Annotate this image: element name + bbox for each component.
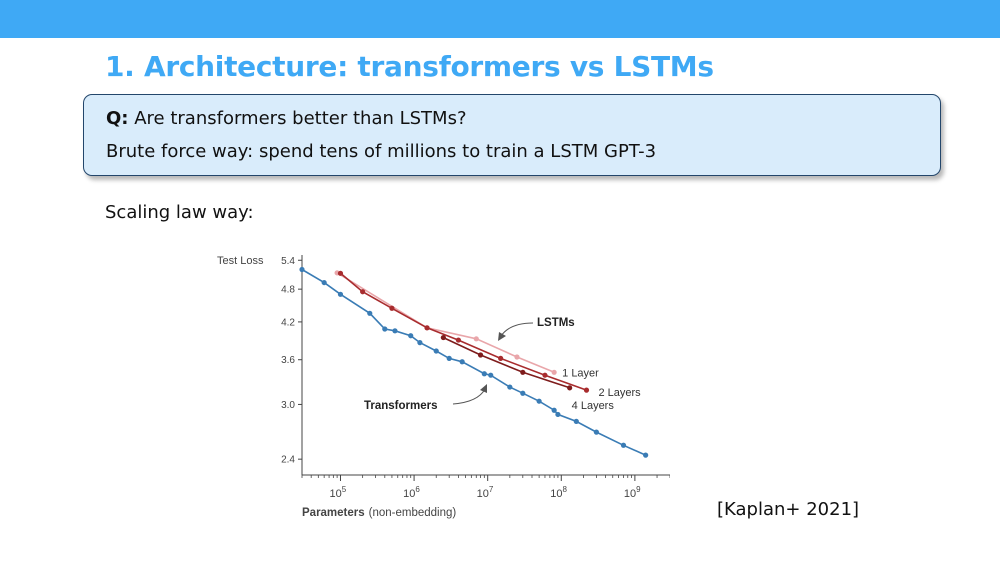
data-point-1-layer [514,354,520,360]
data-point-1-layer [551,369,557,375]
data-point-transformers [551,407,557,413]
data-point-transformers [417,340,423,346]
x-tick-base: 10 [624,488,636,500]
series-label-2-layers: 2 Layers [598,387,641,399]
y-tick-label: 3.0 [281,400,295,411]
question-line: Q: Are transformers better than LSTMs? [106,108,467,129]
data-point-2-layers [542,372,548,378]
data-point-transformers [593,429,599,435]
data-point-transformers [507,384,513,390]
x-tick-label: 108 [550,485,567,500]
x-tick-exponent: 8 [563,485,568,494]
data-point-transformers [367,310,373,316]
brute-force-line: Brute force way: spend tens of millions … [106,141,657,162]
data-point-transformers [536,398,542,404]
data-point-4-layers [567,385,573,391]
data-point-transformers [573,418,579,424]
transformers-annotation: Transformers [364,400,438,412]
data-point-4-layers [477,352,484,358]
data-point-2-layers [424,325,430,331]
x-tick-exponent: 7 [489,485,494,494]
data-point-transformers [321,279,327,286]
series-line-transformers [301,268,646,456]
data-point-2-layers [337,270,344,276]
data-point-transformers [620,442,627,448]
y-tick-label: 4.2 [281,317,295,328]
data-point-transformers [488,372,494,378]
x-axis-title-note: (non-embedding) [369,507,457,519]
y-tick-label: 5.4 [281,256,295,267]
x-tick-exponent: 6 [415,485,420,494]
x-tick-label: 106 [403,485,420,500]
scaling-law-chart: Test Loss Parameters (non-embedding) 5.4 4… [217,255,670,519]
x-tick-label: 107 [477,485,494,500]
y-tick-label: 3.6 [281,355,295,366]
x-tick-label: 109 [624,485,641,500]
question-label: Q: [106,108,129,129]
scaling-law-label: Scaling law way: [105,202,254,223]
transformers-annotation-arrow [452,388,486,405]
data-point-2-layers [389,305,395,311]
data-point-transformers [433,348,439,354]
data-point-2-layers [360,289,366,295]
data-point-transformers [555,411,561,418]
question-box: Q: Are transformers better than LSTMs? B… [83,94,941,176]
data-point-transformers [643,452,649,458]
data-point-transformers [299,266,305,273]
series-line-2-layers [339,272,587,391]
x-tick-base: 10 [550,488,562,500]
top-accent-bar [0,0,1000,38]
data-point-2-layers [455,337,461,343]
data-point-4-layers [440,334,446,341]
x-tick-base: 10 [477,488,489,500]
y-tick-label: 2.4 [281,455,295,466]
data-point-transformers [408,333,414,339]
series-label-1-layer: 1 Layer [562,367,599,379]
x-axis-title: Parameters (non-embedding) [302,507,456,519]
x-tick-base: 10 [403,488,415,500]
lstm-annotation: LSTMs [537,317,575,329]
lstm-annotation-arrow [500,322,534,337]
citation: [Kaplan+ 2021] [717,499,860,520]
y-tick-label: 4.8 [281,285,295,296]
data-point-transformers [459,359,465,365]
data-point-4-layers [520,369,526,375]
data-point-2-layers [583,387,590,393]
data-point-transformers [520,390,526,396]
y-axis-title: Test Loss [217,255,264,267]
data-point-transformers [382,326,388,332]
x-tick-label: 105 [329,485,346,500]
data-point-transformers [446,355,452,361]
transformers-arrow-head [480,384,487,393]
x-axis-title-main: Parameters [302,507,365,519]
data-point-transformers [337,291,344,297]
chart-annotations: LSTMs Transformers [364,317,575,412]
question-text: Are transformers better than LSTMs? [134,108,467,129]
data-point-1-layer [473,336,479,342]
series-line-4-layers [443,336,570,389]
data-point-transformers [392,328,398,334]
x-tick-base: 10 [329,488,341,500]
series-label-4-layers: 4 Layers [572,400,615,412]
x-tick-exponent: 9 [636,485,641,494]
lstm-arrow-head [498,332,506,341]
data-point-2-layers [498,355,504,361]
series-line-1-layer [336,272,555,374]
x-tick-exponent: 5 [342,485,347,494]
slide-title: 1. Architecture: transformers vs LSTMs [105,50,714,83]
data-point-transformers [481,371,487,377]
